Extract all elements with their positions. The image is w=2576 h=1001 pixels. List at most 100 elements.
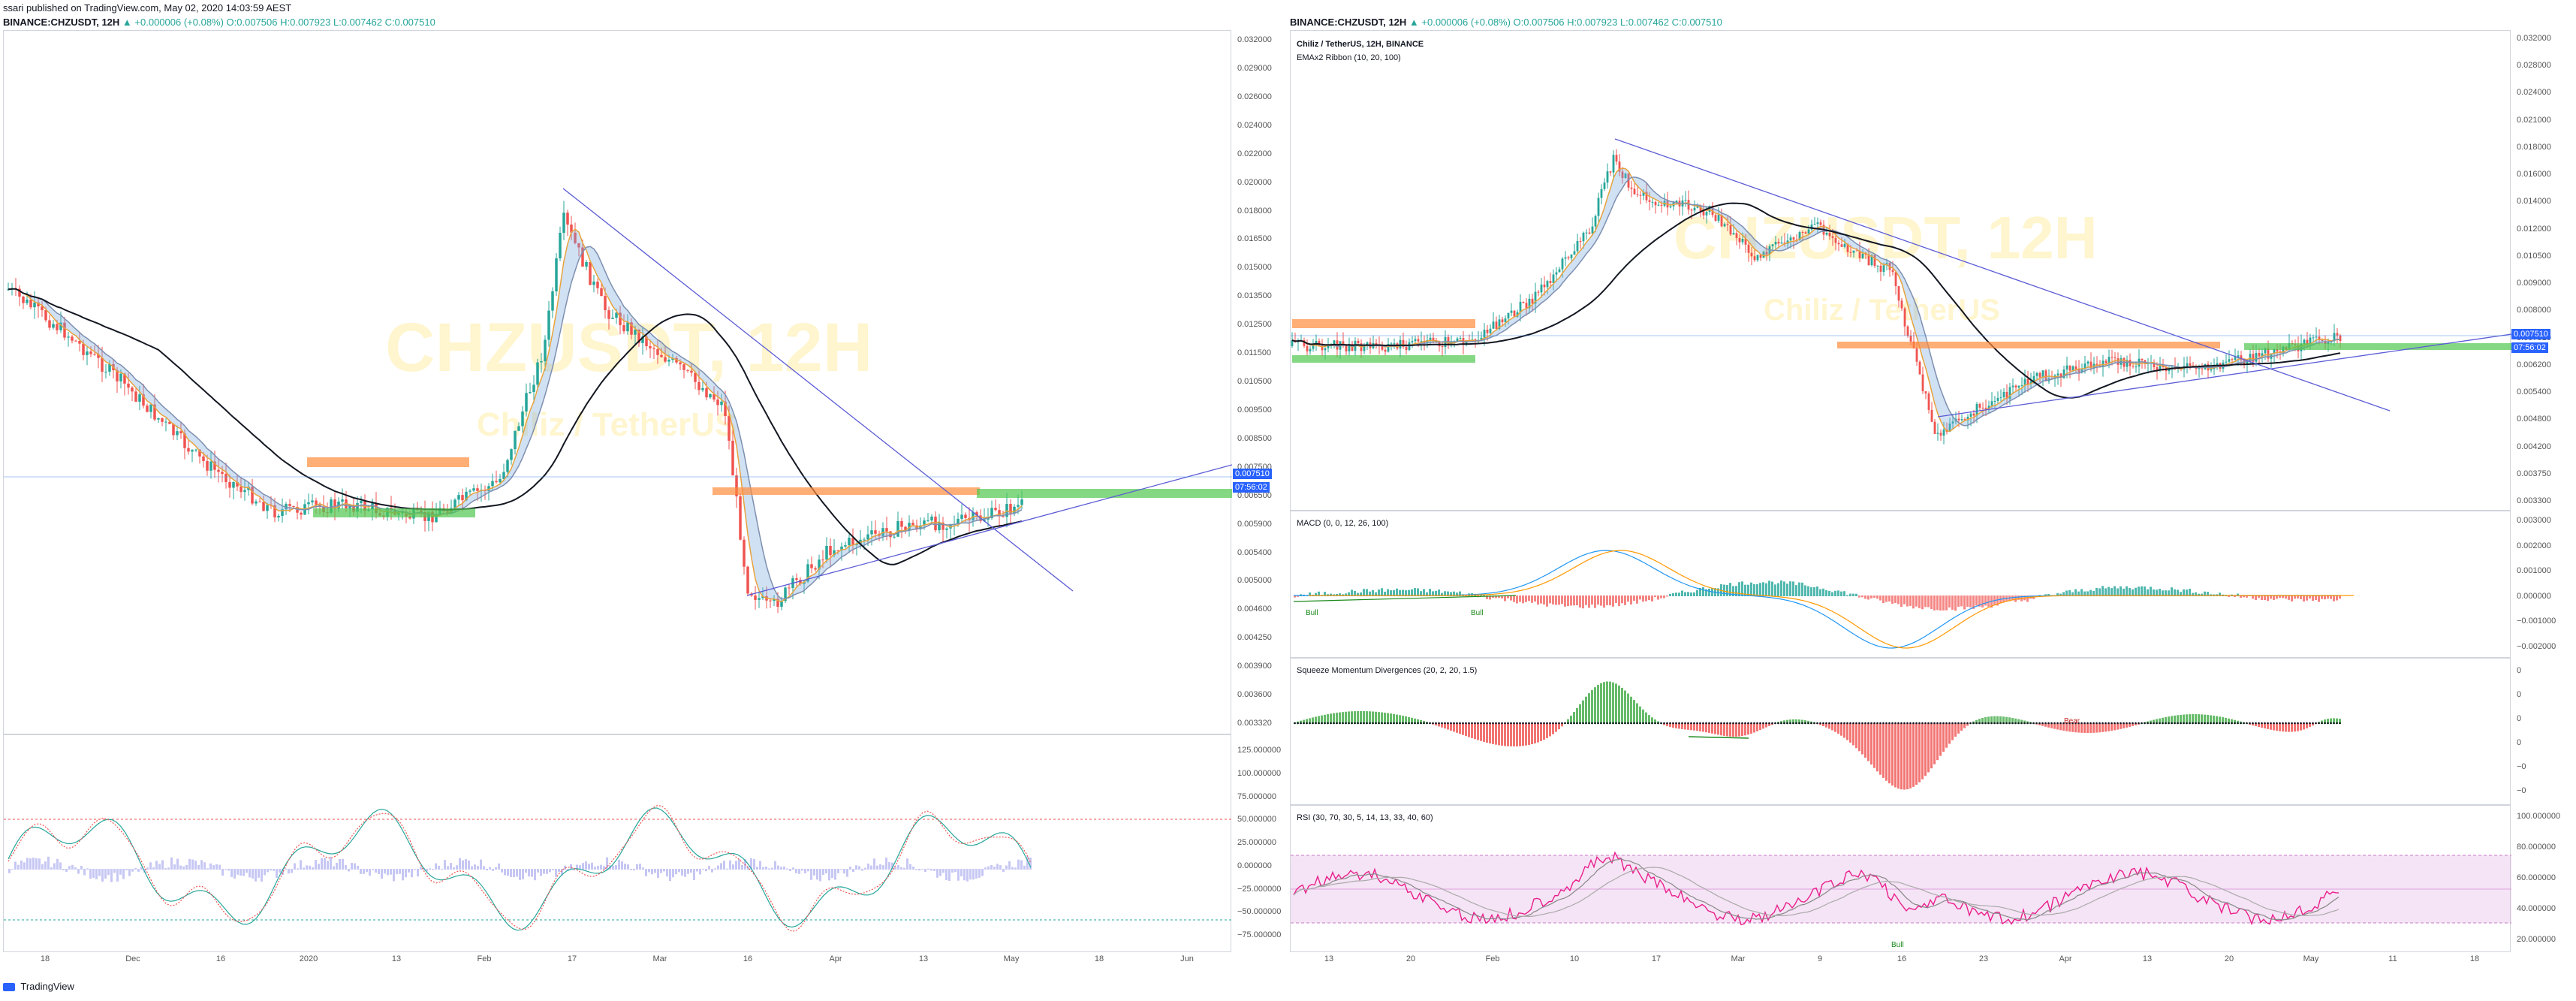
macd-histogram-bar <box>1843 591 1845 596</box>
candle-body <box>206 460 209 471</box>
osc-slow-line <box>8 805 1032 932</box>
squeeze-bar <box>2008 717 2011 724</box>
squeeze-dot <box>2183 722 2185 725</box>
squeeze-dot <box>1687 722 1689 725</box>
macd-histogram-bar <box>2321 595 2323 599</box>
squeeze-bar <box>1549 723 1551 737</box>
candle-body <box>262 502 265 511</box>
squeeze-dot <box>2225 722 2227 725</box>
candle-body <box>788 587 791 589</box>
candle-body <box>63 322 66 338</box>
macd-histogram-bar <box>1297 595 1299 597</box>
candle-body <box>1978 403 1981 408</box>
left-oscillator-pane[interactable] <box>3 734 1232 952</box>
candle-body <box>1558 269 1561 273</box>
left-price-pane[interactable]: CHZUSDT, 12H Chiliz / TetherUS <box>3 30 1232 734</box>
squeeze-bar <box>2159 718 2161 724</box>
candle-body <box>923 520 926 526</box>
macd-histogram-bar <box>1876 595 1879 599</box>
osc-histogram-bar <box>128 869 131 876</box>
candle-body <box>146 406 149 412</box>
squeeze-bar <box>1537 723 1539 743</box>
osc-histogram-bar <box>654 869 656 873</box>
osc-histogram-bar <box>89 869 92 879</box>
squeeze-dot <box>1912 722 1915 725</box>
squeeze-dot <box>1690 722 1692 725</box>
squeeze-dot <box>2035 722 2038 725</box>
macd-histogram-bar <box>1372 589 1374 596</box>
candle-body <box>1720 215 1723 227</box>
tradingview-brand[interactable]: TradingView <box>3 981 74 992</box>
osc-histogram-bar <box>669 869 671 882</box>
left-osc-axis[interactable]: 125.000000 100.000000 75.000000 50.000000 25… <box>1231 734 1290 952</box>
ema-ribbon-fill <box>1292 168 2340 432</box>
squeeze-bar <box>1711 723 1713 734</box>
osc-histogram-bar <box>657 869 659 878</box>
squeeze-dot <box>2333 722 2335 725</box>
candle-body <box>1804 232 1807 234</box>
osc-histogram-bar <box>459 858 461 870</box>
osc-histogram-bar <box>309 865 311 870</box>
macd-axis[interactable]: 0.003000 0.002000 0.001000 0.000000 −0.00100… <box>2511 511 2572 658</box>
candle-body <box>758 598 761 600</box>
publisher-line: ssari published on TradingView.com, May … <box>3 2 292 14</box>
squeeze-dot <box>1570 722 1572 725</box>
resistance-zone-2 <box>713 487 980 495</box>
squeeze-bar <box>1681 723 1683 729</box>
candle-body <box>127 383 130 388</box>
squeeze-dot <box>1822 722 1824 725</box>
squeeze-dot <box>1360 722 1362 725</box>
rsi-bull-label: Bull <box>1891 941 1904 949</box>
squeeze-dot <box>1672 722 1674 725</box>
osc-histogram-bar <box>975 869 978 879</box>
squeeze-bar <box>2183 714 2185 724</box>
osc-histogram-bar <box>879 864 881 870</box>
candle-body <box>806 564 809 582</box>
rsi-canvas: Bull <box>1291 851 2511 949</box>
macd-histogram-bar <box>2273 595 2275 600</box>
osc-histogram-bar <box>903 867 905 870</box>
rsi-pane[interactable]: RSI (30, 70, 30, 5, 14, 13, 33, 40, 60) … <box>1290 805 2511 952</box>
candle-body <box>1879 265 1882 272</box>
squeeze-bar <box>1600 683 1602 724</box>
squeeze-dot <box>1594 722 1596 725</box>
right-price-pane[interactable]: Chiliz / TetherUS, 12H, BINANCE EMAx2 Ri… <box>1290 30 2511 511</box>
candle-body <box>2120 357 2123 365</box>
squeeze-bar <box>1573 712 1575 724</box>
left-time-axis[interactable]: 18 Dec 16 2020 13 Feb 17 Mar 16 Apr 13 May 18 Jun <box>3 952 1231 967</box>
candle-body <box>1507 312 1510 319</box>
left-price-tick-label: 0.004250 <box>1237 633 1272 643</box>
macd-histogram-bar <box>2207 592 2209 596</box>
squeeze-dot <box>2168 722 2170 725</box>
candle-body <box>1306 345 1309 351</box>
left-time-tick-label: Feb <box>477 954 492 963</box>
right-time-axis[interactable]: 13 20 Feb 10 17 Mar 9 16 23 Apr 13 20 May 11 18 <box>1290 952 2511 967</box>
candle-body <box>138 394 141 402</box>
macd-histogram-bar <box>1873 595 1876 598</box>
candle-body <box>281 509 284 517</box>
right-price-axis[interactable]: 0.032000 0.028000 0.024000 0.021000 0.018000… <box>2511 30 2572 511</box>
squeeze-axis[interactable]: 0 0 0 0 −0 −0 <box>2511 658 2572 805</box>
osc-histogram-bar <box>77 869 80 874</box>
candle-body <box>896 521 899 537</box>
squeeze-dot <box>1318 722 1320 725</box>
squeeze-dot <box>1504 722 1506 725</box>
squeeze-pane[interactable]: Squeeze Momentum Divergences (20, 2, 20,… <box>1290 658 2511 805</box>
candle-body <box>499 478 502 483</box>
squeeze-bar <box>1954 723 1957 737</box>
macd-histogram-bar <box>1414 588 1416 596</box>
macd-histogram-bar <box>1381 588 1383 596</box>
macd-pane[interactable]: MACD (0, 0, 12, 26, 100) Bull Bull <box>1290 511 2511 658</box>
candle-body <box>1489 328 1492 333</box>
macd-tick-label: 0.001000 <box>2517 566 2551 576</box>
osc-histogram-bar <box>984 867 987 870</box>
candle-body <box>1615 155 1618 162</box>
squeeze-bar <box>1876 723 1879 772</box>
macd-histogram-bar <box>2071 592 2074 596</box>
macd-histogram-bar <box>1501 595 1503 598</box>
squeeze-dot <box>1846 722 1848 725</box>
rsi-axis[interactable]: 100.000000 80.000000 60.000000 40.000000 20.… <box>2511 805 2572 952</box>
left-price-axis[interactable]: 0.032000 0.029000 0.026000 0.024000 0.022000… <box>1231 30 1290 734</box>
osc-histogram-bar <box>690 869 692 873</box>
squeeze-bar <box>2330 718 2332 724</box>
